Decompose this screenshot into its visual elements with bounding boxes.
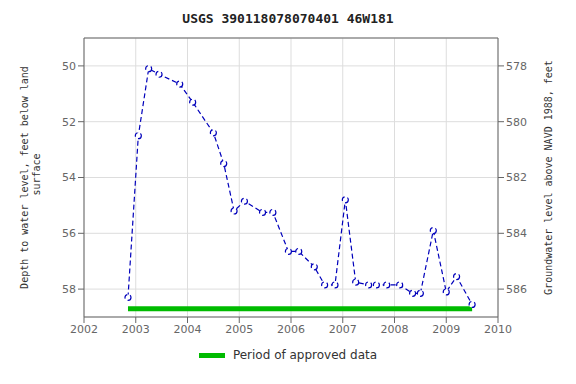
html-text:USGS 390118078070401 46W181: USGS 390118078070401 46W181 [182,11,394,26]
svg-text:2007: 2007 [329,323,357,336]
svg-text:2005: 2005 [225,323,253,336]
svg-text:586: 586 [506,283,527,296]
svg-text:Groundwater level above NAVD 1: Groundwater level above NAVD 1988, feet [543,60,554,295]
svg-text:2009: 2009 [432,323,460,336]
svg-text:52: 52 [62,116,76,129]
svg-text:584: 584 [506,227,527,240]
svg-text:58: 58 [62,283,76,296]
svg-text:2003: 2003 [122,323,150,336]
svg-text:2006: 2006 [277,323,305,336]
svg-text:2010: 2010 [484,323,512,336]
svg-text:Depth to water level, feet bel: Depth to water level, feet below land su… [19,66,42,289]
svg-text:2002: 2002 [70,323,98,336]
svg-text:50: 50 [62,60,76,73]
svg-text:582: 582 [506,171,527,184]
svg-text:2004: 2004 [174,323,202,336]
svg-text:56: 56 [62,227,76,240]
svg-text:2008: 2008 [381,323,409,336]
svg-text:580: 580 [506,116,527,129]
html-text:Period of approved data: Period of approved data [232,348,378,362]
svg-text:54: 54 [62,171,76,184]
svg-text:578: 578 [506,60,527,73]
